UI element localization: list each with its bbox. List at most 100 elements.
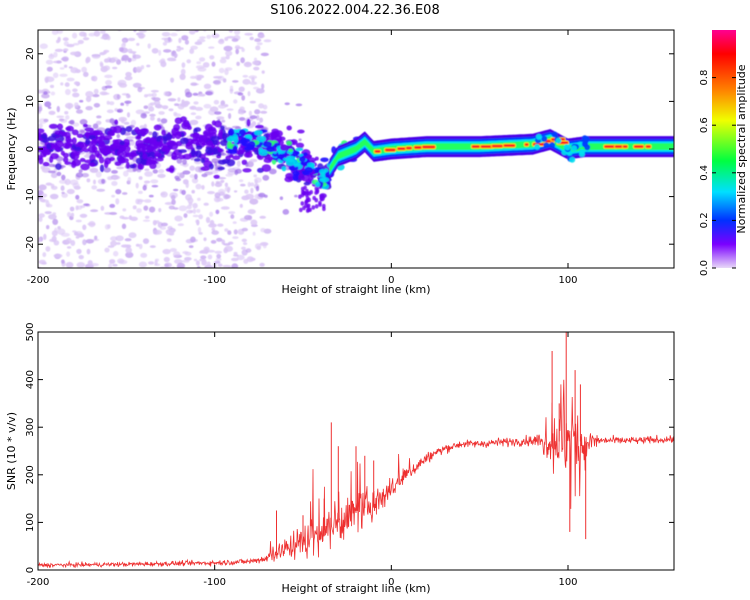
- noise-speckle: [214, 250, 222, 254]
- noise-speckle: [161, 105, 169, 110]
- noise-speckle: [45, 59, 54, 65]
- noise-speckle: [192, 208, 197, 214]
- spectral-blob: [238, 129, 246, 136]
- noise-speckle: [249, 198, 259, 205]
- noise-speckle: [44, 211, 52, 215]
- y-tick-label: 0: [25, 146, 36, 152]
- noise-speckle: [192, 202, 198, 209]
- noise-speckle: [210, 266, 218, 268]
- noise-speckle: [135, 66, 143, 73]
- noise-speckle: [43, 270, 50, 273]
- noise-speckle: [146, 64, 151, 68]
- noise-speckle: [152, 229, 160, 235]
- noise-speckle: [110, 240, 118, 247]
- snr-frame: [37, 331, 675, 571]
- spectral-blob: [84, 131, 90, 137]
- spectral-blob: [232, 155, 241, 160]
- spectral-peak: [480, 145, 494, 148]
- noise-speckle: [193, 258, 198, 262]
- noise-speckle: [231, 257, 239, 262]
- noise-speckle: [87, 30, 91, 31]
- spectral-blob: [119, 140, 125, 146]
- noise-speckle: [181, 189, 186, 195]
- noise-speckle: [195, 115, 202, 120]
- spectral-peak: [634, 145, 644, 148]
- noise-speckle: [56, 171, 62, 177]
- spectral-blob: [38, 156, 44, 165]
- noise-speckle: [168, 108, 174, 112]
- y-tick-label: 300: [25, 418, 36, 437]
- spectral-blob: [304, 199, 309, 204]
- noise-speckle: [203, 30, 207, 32]
- noise-speckle: [234, 30, 241, 35]
- noise-speckle: [194, 173, 198, 180]
- noise-speckle: [121, 192, 128, 195]
- noise-speckle: [48, 214, 57, 220]
- noise-speckle: [238, 86, 245, 92]
- spectral-blob: [108, 156, 116, 162]
- spectral-blob: [125, 152, 130, 158]
- spectral-blob: [146, 159, 156, 165]
- noise-speckle: [239, 203, 243, 208]
- spectral-peak: [524, 143, 529, 146]
- noise-speckle: [241, 227, 248, 232]
- noise-speckle: [191, 189, 195, 194]
- noise-speckle: [164, 263, 170, 268]
- spectral-blob: [200, 157, 205, 164]
- noise-speckle: [217, 263, 223, 268]
- noise-speckle: [243, 258, 249, 264]
- spectral-blob: [125, 161, 130, 169]
- noise-speckle: [224, 182, 228, 187]
- noise-speckle: [179, 172, 185, 179]
- noise-speckle: [38, 259, 46, 265]
- noise-speckle: [61, 174, 66, 181]
- noise-speckle: [160, 118, 168, 124]
- spectral-blob: [55, 140, 64, 148]
- y-tick-label: 0: [25, 567, 36, 573]
- noise-speckle: [259, 262, 265, 267]
- noise-speckle: [174, 259, 183, 264]
- spectral-blob: [91, 138, 97, 147]
- noise-speckle: [91, 54, 101, 59]
- spectral-blob: [219, 139, 229, 146]
- noise-speckle: [258, 192, 266, 198]
- noise-speckle: [192, 214, 200, 218]
- noise-speckle: [107, 245, 115, 248]
- noise-speckle: [144, 199, 152, 203]
- noise-speckle: [62, 48, 69, 52]
- spectral-blob: [98, 135, 106, 141]
- noise-speckle: [236, 160, 241, 167]
- noise-speckle: [225, 54, 230, 60]
- spectral-blob: [304, 166, 313, 174]
- spectral-blob: [212, 140, 219, 146]
- noise-speckle: [126, 112, 131, 118]
- spectral-blob: [65, 142, 73, 147]
- noise-speckle: [49, 238, 56, 242]
- noise-speckle: [49, 270, 53, 275]
- noise-speckle: [189, 48, 195, 54]
- spectral-blob: [300, 201, 305, 206]
- spectral-blob: [280, 144, 288, 151]
- noise-speckle: [109, 203, 116, 208]
- noise-speckle: [226, 36, 236, 39]
- spectral-blob: [217, 166, 225, 171]
- noise-speckle: [81, 173, 90, 178]
- noise-speckle: [213, 99, 220, 105]
- noise-speckle: [171, 199, 176, 206]
- noise-speckle: [242, 74, 249, 78]
- noise-speckle: [215, 257, 222, 262]
- noise-speckle: [143, 111, 150, 114]
- noise-speckle: [284, 102, 290, 106]
- noise-speckle: [155, 104, 163, 109]
- spectral-peak: [491, 144, 503, 148]
- y-tick-label: -10: [25, 188, 36, 204]
- noise-speckle: [255, 185, 260, 192]
- spectral-blob: [161, 145, 171, 153]
- noise-speckle: [249, 100, 256, 104]
- noise-speckle: [85, 96, 92, 103]
- spectral-blob: [299, 156, 306, 163]
- noise-speckle: [257, 122, 261, 126]
- noise-speckle: [96, 188, 106, 192]
- x-tick-label: 100: [558, 577, 577, 588]
- spectral-blob: [299, 207, 303, 213]
